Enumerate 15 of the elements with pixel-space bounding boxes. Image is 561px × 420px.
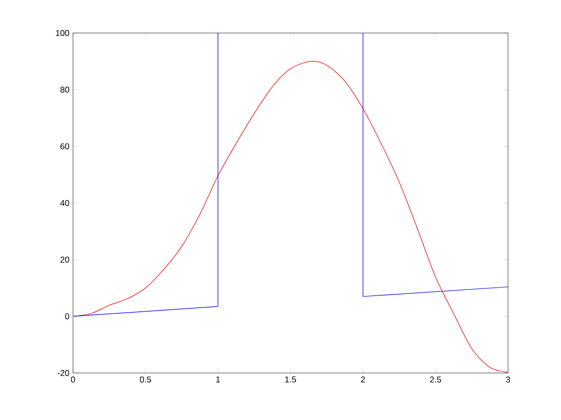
x-tick-label: 1 (216, 376, 220, 382)
x-tick-label: 2 (361, 376, 365, 382)
y-tick-label: 60 (60, 143, 70, 150)
y-tick-label: 80 (60, 86, 70, 93)
y-tick-label: 100 (56, 30, 70, 36)
y-tick-label: 0 (65, 313, 70, 320)
y-tick-label: 20 (60, 256, 70, 263)
line-series (73, 61, 508, 373)
x-tick-label: 0 (70, 376, 76, 383)
x-tick-label: 1.5 (285, 376, 296, 382)
x-tick-label: 3 (506, 376, 510, 383)
x-tick-label: 2.5 (430, 376, 442, 383)
x-tick-label: 0.5 (140, 376, 152, 383)
y-tick-label: 40 (60, 200, 70, 206)
y-tick-label: -20 (58, 370, 70, 376)
